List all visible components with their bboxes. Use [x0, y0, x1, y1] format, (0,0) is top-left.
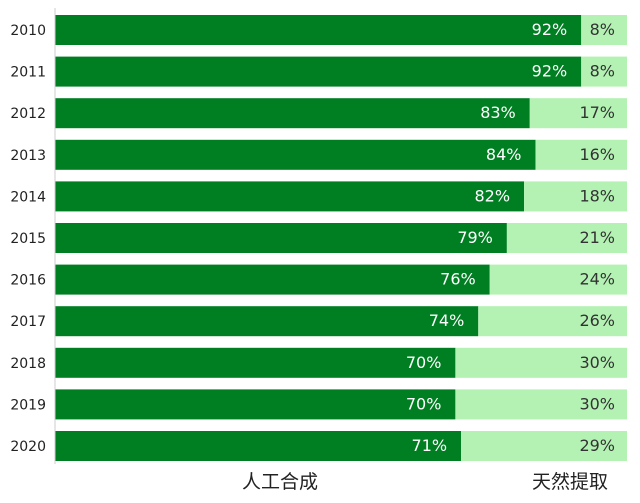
bar-natural	[581, 56, 627, 87]
bars-layer	[55, 15, 627, 461]
bar-synthetic	[55, 264, 490, 295]
data-label-synthetic: 92%	[532, 62, 568, 81]
bar-synthetic	[55, 223, 507, 253]
data-label-synthetic: 74%	[429, 311, 465, 330]
data-label-natural: 17%	[579, 103, 615, 122]
y-tick-label: 2020	[10, 439, 46, 455]
y-tick-label: 2014	[10, 189, 46, 205]
bar-synthetic	[55, 181, 525, 212]
bar-synthetic	[55, 98, 530, 129]
data-label-synthetic: 84%	[486, 145, 522, 164]
data-label-synthetic: 92%	[532, 20, 568, 39]
y-tick-label: 2015	[10, 231, 46, 247]
y-tick-labels: 2010 2011 2012 2013 2014 2015 2016 2017 2018 2019…	[10, 23, 46, 455]
bar-labels-layer: 92% 8% 92% 8% 83% 17% 84% 16% 82% 18% 79% 21% 76% 24%…	[406, 20, 615, 455]
data-label-natural: 21%	[579, 228, 615, 247]
bar-natural	[581, 15, 627, 45]
data-label-synthetic: 76%	[440, 270, 476, 289]
bar-natural	[461, 431, 627, 461]
bar-natural	[506, 223, 627, 253]
y-tick-label: 2010	[10, 23, 46, 39]
bar-natural	[455, 389, 627, 420]
bar-natural	[524, 181, 627, 212]
legend-item-natural: 天然提取	[532, 471, 608, 493]
bar-synthetic	[55, 15, 582, 45]
y-tick-label: 2016	[10, 273, 46, 289]
data-label-natural: 18%	[579, 186, 615, 205]
data-label-synthetic: 83%	[480, 103, 516, 122]
y-tick-label: 2011	[10, 65, 46, 81]
data-label-natural: 30%	[579, 353, 615, 372]
legend-item-synthetic: 人工合成	[242, 471, 318, 493]
bar-synthetic	[55, 389, 456, 420]
y-tick-label: 2012	[10, 106, 46, 122]
bar-natural	[529, 98, 627, 129]
y-tick-label: 2013	[10, 148, 46, 164]
data-label-natural: 24%	[579, 270, 615, 289]
bar-natural	[478, 306, 627, 337]
data-label-natural: 16%	[579, 145, 615, 164]
data-label-natural: 8%	[590, 20, 615, 39]
bar-synthetic	[55, 56, 582, 87]
data-label-synthetic: 70%	[406, 353, 442, 372]
y-tick-label: 2019	[10, 397, 46, 413]
bar-natural	[455, 347, 627, 378]
bar-natural	[535, 139, 627, 170]
bar-synthetic	[55, 347, 456, 378]
data-label-natural: 30%	[579, 394, 615, 413]
data-label-natural: 26%	[579, 311, 615, 330]
bar-synthetic	[55, 306, 479, 337]
bar-natural	[489, 264, 627, 295]
data-label-synthetic: 82%	[474, 186, 510, 205]
data-label-natural: 8%	[590, 62, 615, 81]
data-label-synthetic: 70%	[406, 394, 442, 413]
y-tick-label: 2018	[10, 356, 46, 372]
data-label-synthetic: 71%	[412, 436, 448, 455]
bar-synthetic	[55, 431, 462, 461]
bar-synthetic	[55, 139, 536, 170]
data-label-natural: 29%	[579, 436, 615, 455]
y-tick-label: 2017	[10, 314, 46, 330]
data-label-synthetic: 79%	[457, 228, 493, 247]
